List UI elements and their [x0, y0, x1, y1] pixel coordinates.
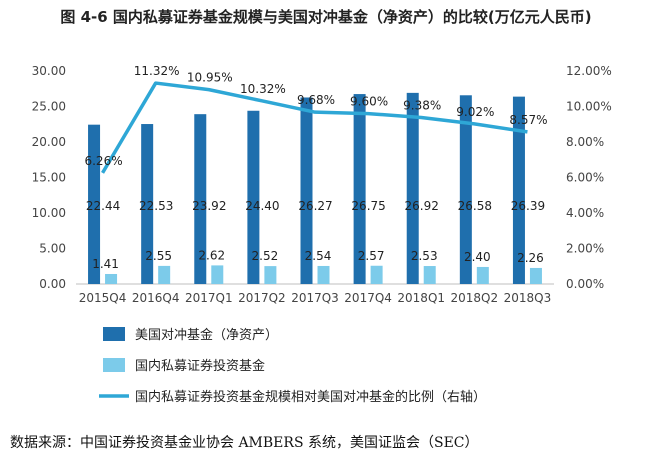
ratio-value-label: 9.38%: [403, 99, 441, 113]
ratio-value-label: 10.32%: [240, 82, 286, 96]
cn-private-fund-bar: [529, 267, 542, 284]
cn-private-fund-bar: [423, 266, 436, 284]
cn-private-fund-bar: [476, 266, 489, 284]
ratio-value-label: 9.68%: [297, 93, 335, 107]
us-hedge-fund-bar: [88, 124, 101, 285]
y-left-tick-label: 15.00: [32, 171, 66, 185]
y-left-tick-label: 5.00: [39, 242, 66, 256]
us-hedge-fund-bar: [353, 94, 366, 284]
ratio-value-label: 11.32%: [134, 64, 180, 78]
x-tick-label: 2018Q2: [451, 291, 499, 305]
cn-value-label: 2.26: [517, 251, 544, 265]
y-left-tick-label: 10.00: [32, 206, 66, 220]
us-hedge-fund-bar: [247, 110, 260, 284]
ratio-value-label: 9.02%: [456, 105, 494, 119]
cn-value-label: 2.52: [252, 249, 279, 263]
cn-value-label: 2.62: [198, 248, 225, 262]
y-right-tick-label: 12.00%: [566, 64, 612, 78]
us-value-label: 22.44: [86, 199, 120, 213]
y-right-tick-label: 6.00%: [566, 171, 604, 185]
legend-label-us: 美国对冲基金（净资产）: [135, 327, 278, 343]
legend-label-ratio: 国内私募证券投资基金规模相对美国对冲基金的比例（右轴）: [135, 389, 486, 405]
cn-value-label: 2.54: [305, 249, 332, 263]
cn-value-label: 2.40: [464, 250, 491, 264]
y-left-tick-label: 25.00: [32, 100, 66, 114]
y-left-tick-label: 0.00: [39, 277, 66, 291]
x-tick-label: 2017Q1: [185, 291, 233, 305]
y-left-tick-label: 20.00: [32, 135, 66, 149]
y-left-tick-label: 30.00: [32, 64, 66, 78]
x-tick-label: 2017Q4: [344, 291, 392, 305]
y-right-tick-label: 8.00%: [566, 135, 604, 149]
chart-title: 图 4-6 国内私募证券基金规模与美国对冲基金（净资产）的比较(万亿元人民币): [60, 8, 592, 26]
cn-private-fund-bar: [158, 265, 171, 284]
ratio-line: [101, 81, 528, 174]
chart-canvas: 0.00 5.00 10.00 15.00 20.00 25.00 30.00 0.00% 2.…: [32, 64, 612, 405]
cn-private-fund-bar: [105, 273, 118, 284]
legend-label-cn: 国内私募证券投资基金: [135, 358, 265, 374]
x-tick-label: 2016Q4: [132, 291, 180, 305]
x-tick-label: 2015Q4: [79, 291, 127, 305]
ratio-value-label: 10.95%: [187, 71, 233, 85]
y-right-tick-label: 4.00%: [566, 206, 604, 220]
legend-swatch-cn: [103, 358, 125, 372]
us-value-label: 26.75: [351, 199, 385, 213]
us-value-label: 26.92: [405, 199, 439, 213]
legend-swatch-us: [103, 327, 125, 341]
us-value-label: 26.27: [298, 199, 332, 213]
us-hedge-fund-bar: [141, 124, 154, 284]
cn-private-fund-bar: [317, 265, 330, 284]
us-hedge-fund-bar: [194, 114, 207, 284]
y-right-tick-label: 2.00%: [566, 242, 604, 256]
x-tick-label: 2018Q1: [397, 291, 445, 305]
ratio-value-label: 8.57%: [509, 113, 547, 127]
us-value-label: 26.58: [458, 199, 492, 213]
ratio-value-label: 9.60%: [350, 95, 388, 109]
cn-value-label: 1.41: [92, 257, 119, 271]
x-tick-label: 2018Q3: [504, 291, 552, 305]
us-value-label: 24.40: [245, 199, 279, 213]
y-right-tick-label: 10.00%: [566, 100, 612, 114]
us-value-label: 22.53: [139, 199, 173, 213]
x-tick-label: 2017Q2: [238, 291, 286, 305]
cn-private-fund-bar: [264, 266, 277, 284]
us-value-label: 23.92: [192, 199, 226, 213]
cn-value-label: 2.57: [358, 249, 385, 263]
y-right-tick-label: 0.00%: [566, 277, 604, 291]
us-hedge-fund-bar: [300, 97, 313, 284]
source-note: 数据来源：中国证券投资基金业协会 AMBERS 系统，美国证监会（SEC）: [10, 435, 479, 451]
cn-value-label: 2.53: [411, 249, 438, 263]
ratio-value-label: 6.26%: [84, 154, 122, 168]
cn-private-fund-bar: [211, 265, 224, 284]
cn-value-label: 2.55: [145, 249, 172, 263]
us-hedge-fund-bar: [406, 92, 419, 284]
us-hedge-fund-bar: [512, 96, 525, 284]
us-value-label: 26.39: [511, 199, 545, 213]
x-tick-label: 2017Q3: [291, 291, 339, 305]
us-hedge-fund-bar: [459, 95, 472, 284]
cn-private-fund-bar: [370, 265, 383, 284]
